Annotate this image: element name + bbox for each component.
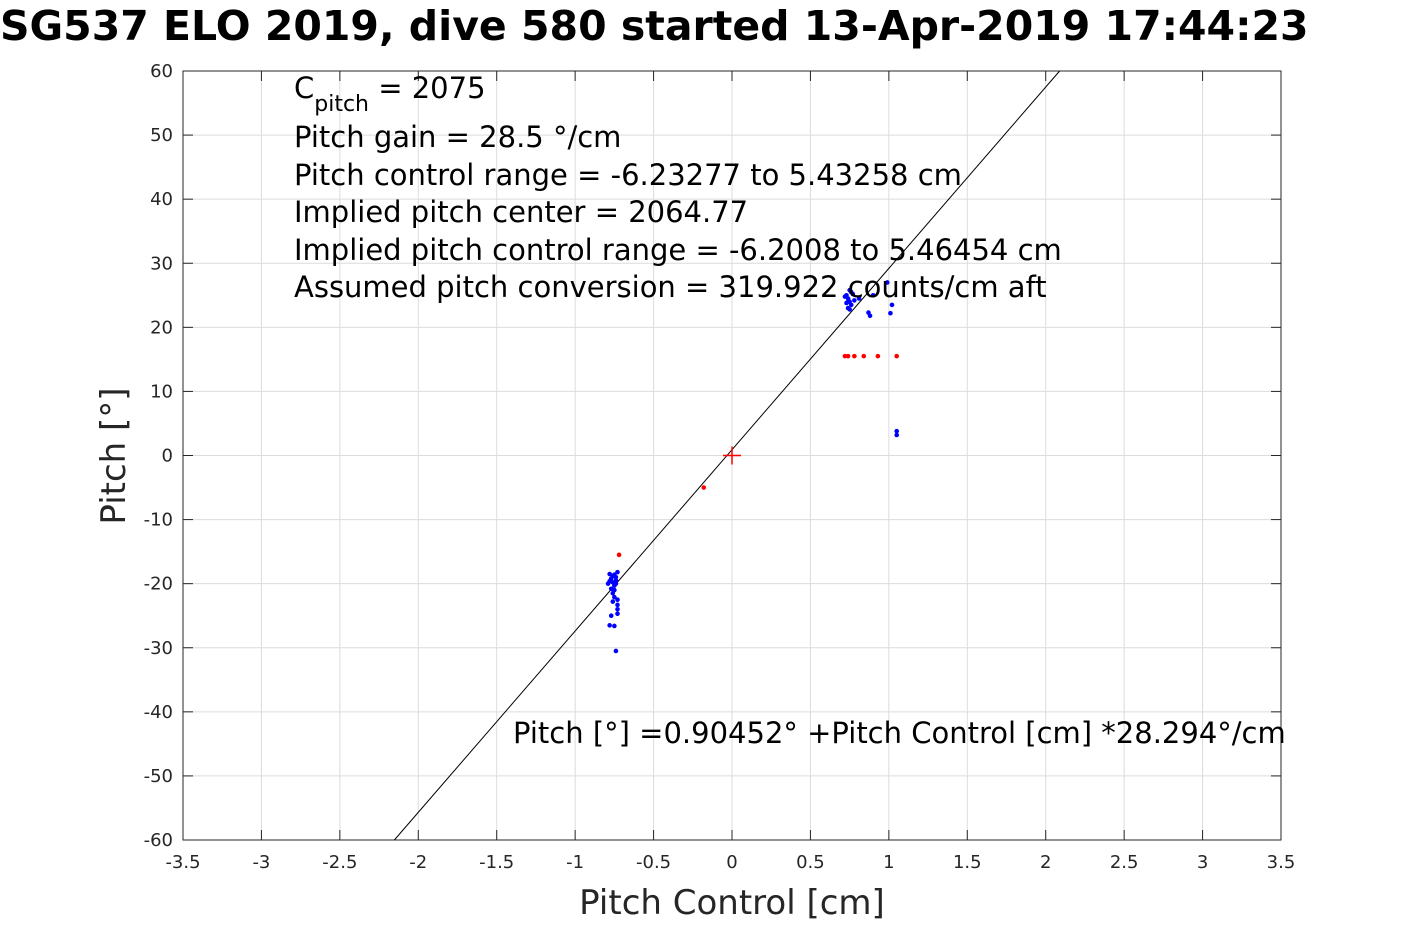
x-tick-label: 1.5	[953, 852, 982, 873]
data-point	[889, 302, 895, 308]
data-point	[613, 578, 619, 583]
data-point	[852, 353, 857, 359]
data-point	[875, 353, 881, 359]
data-point	[701, 485, 707, 490]
data-point	[612, 594, 617, 600]
data-points	[605, 280, 899, 654]
data-point	[607, 623, 612, 628]
y-tick-label: -50	[144, 766, 173, 787]
data-point	[612, 572, 617, 577]
data-point	[615, 607, 620, 612]
data-point	[615, 597, 620, 602]
x-tick-label: -2.5	[322, 852, 357, 873]
x-tick-label: 2	[1040, 852, 1051, 873]
data-point	[847, 287, 852, 293]
data-point	[615, 611, 620, 617]
data-point	[842, 294, 848, 299]
annotation-pitch-control-range: Pitch control range = -6.23277 to 5.4325…	[294, 158, 962, 192]
data-point	[870, 292, 876, 298]
x-tick-label: -1.5	[479, 852, 514, 873]
y-tick-label: 10	[150, 381, 173, 402]
x-tick-label: 3.5	[1267, 852, 1296, 873]
x-tick-label: -1	[566, 852, 584, 873]
data-point	[613, 648, 619, 654]
data-point	[612, 623, 617, 629]
y-tick-label: 20	[150, 317, 173, 338]
data-point	[861, 353, 867, 359]
center-marker	[723, 446, 741, 465]
y-tick-label: -60	[144, 830, 173, 851]
y-tick-label: -10	[144, 510, 173, 531]
data-point	[615, 602, 620, 608]
data-point	[884, 280, 890, 285]
tick-marks	[182, 70, 1282, 841]
data-point	[612, 587, 617, 593]
annotation-pitch-gain: Pitch gain = 28.5 °/cm	[294, 120, 621, 154]
x-tick-label: 2.5	[1110, 852, 1139, 873]
chart-title: SG537 ELO 2019, dive 580 started 13-Apr-…	[0, 2, 1309, 50]
x-tick-label: 0.5	[796, 852, 825, 873]
data-point	[847, 307, 852, 312]
x-tick-label: 0	[726, 852, 737, 873]
y-tick-labels: 60 50 40 30 20 10 0 -10 -20 -30 -40 -50 -60	[144, 61, 173, 851]
annotation-implied-control-range: Implied pitch control range = -6.2008 to…	[294, 233, 1062, 267]
data-point	[852, 298, 857, 303]
c-pitch-annotation: Cpitch = 2075	[294, 71, 486, 117]
y-tick-label: 40	[150, 189, 173, 210]
y-tick-label: 60	[150, 61, 173, 82]
c-pitch-sub: pitch	[314, 92, 369, 117]
c-pitch-value: = 2075	[369, 71, 486, 105]
data-point	[856, 296, 862, 301]
data-point	[616, 552, 622, 558]
data-point	[610, 599, 616, 604]
y-tick-label: 50	[150, 125, 173, 146]
y-tick-label: 30	[150, 253, 173, 274]
data-point	[867, 313, 873, 319]
data-point	[894, 353, 899, 359]
data-point	[848, 302, 854, 308]
y-axis-label: Pitch [°]	[94, 387, 134, 524]
x-tick-label: 3	[1197, 852, 1208, 873]
data-point	[888, 310, 893, 316]
x-axis-label: Pitch Control [cm]	[579, 883, 885, 923]
data-point	[845, 299, 851, 305]
x-tick-label: -0.5	[636, 852, 671, 873]
annotation-implied-pitch-center: Implied pitch center = 2064.77	[294, 195, 748, 229]
data-point	[845, 353, 851, 359]
data-point	[894, 428, 899, 434]
x-tick-label: -3	[252, 852, 270, 873]
y-tick-label: -40	[144, 702, 173, 723]
c-pitch-main: C	[294, 71, 314, 105]
data-point	[605, 581, 611, 586]
data-point	[615, 569, 620, 575]
data-point	[608, 613, 614, 619]
x-tick-label: 1	[883, 852, 894, 873]
x-tick-label: -3.5	[165, 852, 200, 873]
fit-equation: Pitch [°] =0.90452° +Pitch Control [cm] …	[513, 716, 1286, 750]
annotation-pitch-conversion: Assumed pitch conversion = 319.922 count…	[294, 270, 1047, 304]
x-tick-labels: -3.5 -3 -2.5 -2 -1.5 -1 -0.5 0 0.5 1 1.5 2 2.5 3 3.5	[165, 852, 1295, 873]
y-tick-label: -20	[144, 574, 173, 595]
y-tick-label: 0	[162, 446, 173, 467]
data-point	[613, 581, 619, 586]
y-tick-label: -30	[144, 638, 173, 659]
x-tick-label: -2	[409, 852, 427, 873]
data-point	[894, 432, 899, 438]
